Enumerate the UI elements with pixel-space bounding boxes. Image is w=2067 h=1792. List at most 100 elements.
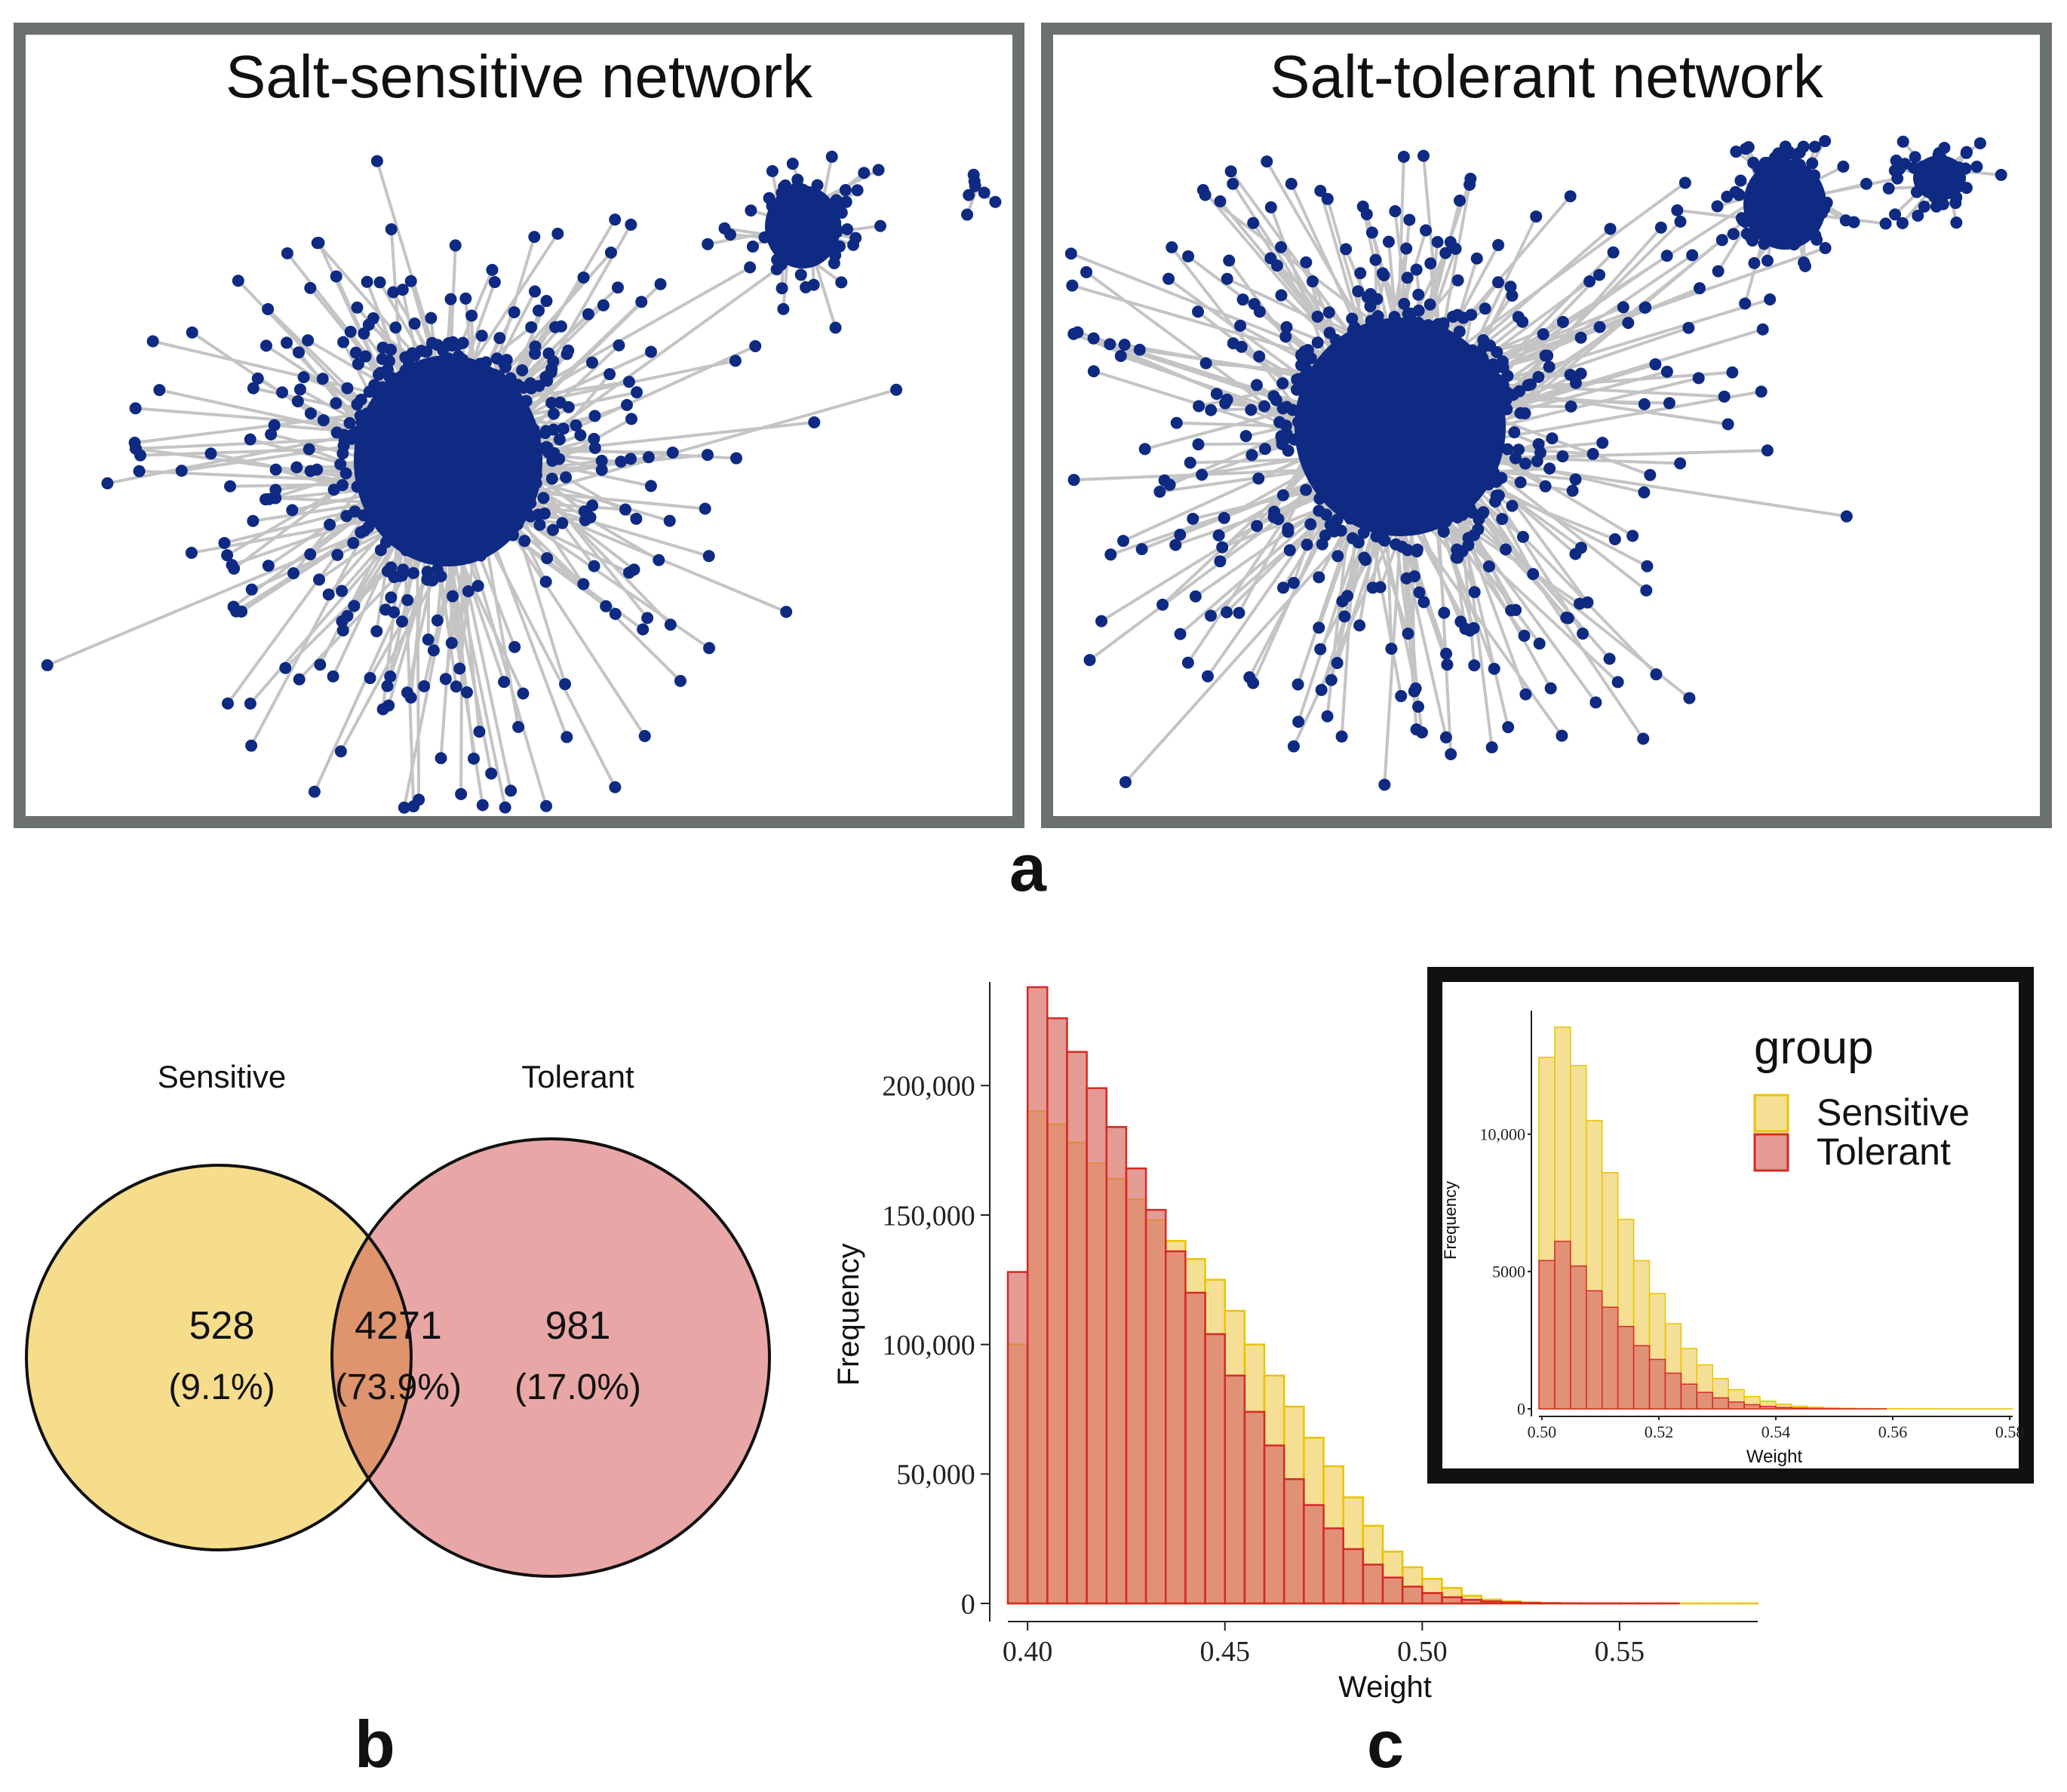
network-node [447, 458, 459, 471]
network-node [374, 367, 387, 379]
network-node [1409, 410, 1422, 423]
network-node [533, 304, 545, 317]
network-node [1276, 489, 1289, 502]
network-node [376, 352, 389, 365]
network-node [1066, 279, 1079, 292]
main-series-tolerant [1006, 986, 1680, 1605]
network-node [1896, 216, 1909, 229]
network-node [518, 382, 530, 394]
network-node [393, 522, 406, 535]
network-node [1797, 230, 1810, 243]
network-node [1527, 568, 1540, 581]
inset-y-axis-label: Frequency [1441, 1181, 1460, 1260]
histogram-bar [1632, 1345, 1651, 1410]
network-node [529, 285, 542, 298]
network-node [1336, 415, 1349, 428]
network-node [341, 382, 354, 394]
network-node [1282, 522, 1295, 535]
network-node [553, 453, 566, 465]
network-node [1484, 339, 1497, 352]
network-node [1758, 238, 1771, 250]
network-node [508, 640, 521, 653]
network-node [1411, 545, 1424, 558]
network-node [1377, 451, 1390, 464]
network-node [447, 434, 459, 447]
network-node [1389, 205, 1402, 218]
network-node [1686, 249, 1699, 262]
venn-count-sensitive: 528 [189, 1304, 255, 1348]
network-node [1384, 337, 1397, 350]
network-node [422, 634, 435, 646]
network-node [101, 477, 114, 489]
histogram-bar [1165, 1250, 1187, 1605]
venn-percent-sensitive: (9.1%) [168, 1367, 275, 1407]
network-node [493, 370, 505, 382]
network-node [493, 332, 506, 345]
network-node [1181, 656, 1194, 669]
network-node [1423, 330, 1436, 342]
network-node [1938, 142, 1951, 155]
network-node [1608, 532, 1621, 545]
network-node [481, 489, 494, 502]
network-node [1534, 446, 1546, 459]
network-node [1385, 321, 1398, 334]
network-node [551, 227, 564, 240]
network-node [1064, 247, 1077, 260]
x-tick-label: 0.50 [1397, 1636, 1448, 1668]
network-node [1320, 485, 1333, 498]
network-node [452, 423, 465, 436]
network-node [1840, 510, 1853, 523]
network-node [244, 697, 256, 710]
network-node [1457, 311, 1470, 324]
network-node [1574, 331, 1587, 344]
network-node [872, 164, 885, 176]
network-node [578, 505, 591, 518]
network-node [1313, 571, 1325, 584]
network-node [490, 477, 502, 489]
network-node [438, 374, 451, 387]
network-node [1080, 265, 1093, 278]
network-node [1437, 525, 1450, 538]
legend-label-sensitive: Sensitive [1817, 1091, 1970, 1134]
network-node [631, 386, 643, 399]
network-node [406, 432, 419, 445]
network-node [766, 200, 779, 213]
network-node [613, 339, 625, 351]
network-node [1287, 740, 1300, 753]
network-node [622, 376, 635, 388]
network-node [1508, 426, 1521, 439]
network-node [1331, 354, 1344, 367]
network-node [1739, 216, 1752, 229]
network-node [1374, 581, 1387, 594]
network-node [653, 554, 665, 566]
network-node [1418, 404, 1431, 416]
network-node [1783, 224, 1795, 237]
network-node [1519, 688, 1532, 701]
network-node [621, 399, 634, 412]
network-node [1809, 229, 1822, 242]
network-node [1441, 658, 1454, 671]
network-node [1360, 208, 1373, 221]
network-node [459, 292, 472, 305]
network-node [1405, 498, 1417, 511]
network-node [1424, 298, 1436, 311]
network-node [1205, 404, 1218, 416]
network-node [1429, 422, 1442, 435]
network-node [1761, 254, 1774, 267]
network-node [793, 249, 806, 262]
network-node [1569, 548, 1582, 560]
network-node [347, 536, 360, 549]
network-node [1374, 423, 1387, 436]
network-node [1577, 628, 1589, 640]
network-node [780, 606, 793, 618]
network-node [1543, 462, 1556, 475]
network-node [260, 339, 272, 352]
network-node [1199, 189, 1212, 201]
network-node [1402, 628, 1414, 640]
network-node [429, 389, 442, 402]
network-node [516, 364, 529, 377]
network-node [1414, 374, 1427, 387]
network-node [540, 295, 553, 308]
network-node [362, 318, 375, 331]
